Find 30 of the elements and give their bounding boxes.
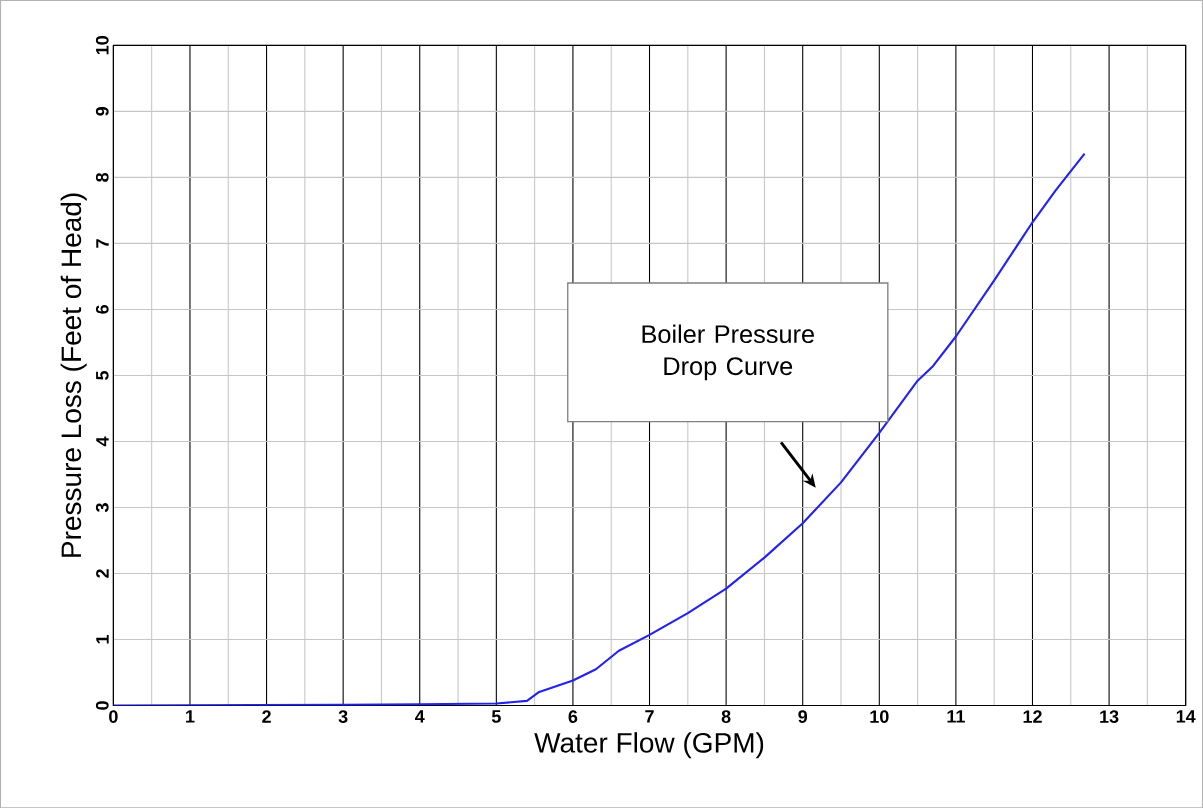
annotation: Boiler Pressure Drop Curve <box>642 324 814 381</box>
x-tick-label: 13 <box>1100 710 1119 723</box>
x-tick-label: 5 <box>491 710 501 723</box>
y-tick-label: 3 <box>95 503 109 512</box>
x-tick-label: 8 <box>721 710 731 723</box>
x-tick-label: 12 <box>1023 710 1042 723</box>
y-tick-label: 7 <box>96 239 109 248</box>
y-tick-label: 4 <box>96 436 109 447</box>
x-axis-title: Water Flow (GPM) <box>534 732 764 759</box>
x-tick-label: 14 <box>1176 710 1196 723</box>
y-tick-label: 10 <box>95 35 109 55</box>
y-tick-label: 8 <box>95 172 109 182</box>
x-tick-label: 6 <box>568 710 578 723</box>
x-tick-label: 7 <box>645 710 654 723</box>
y-tick-label: 2 <box>96 569 109 578</box>
y-tick-label: 1 <box>96 634 109 644</box>
y-tick-label: 0 <box>95 701 109 710</box>
y-tick-label: 9 <box>95 106 109 116</box>
x-tick-label: 9 <box>798 710 808 723</box>
x-tick-label: 3 <box>338 710 348 723</box>
x-tick-label: 4 <box>415 710 425 723</box>
line-series <box>113 152 1086 706</box>
x-tick-label: 2 <box>262 710 271 723</box>
x-tick-label: 1 <box>186 710 195 723</box>
y-axis-title: Pressure Loss (Feet of Head) <box>60 193 87 557</box>
y-tick-label: 6 <box>95 304 109 314</box>
x-tick-label: 0 <box>109 710 118 723</box>
y-tick-label: 5 <box>96 370 109 380</box>
x-tick-label: 11 <box>947 710 965 723</box>
x-tick-label: 10 <box>870 710 889 723</box>
